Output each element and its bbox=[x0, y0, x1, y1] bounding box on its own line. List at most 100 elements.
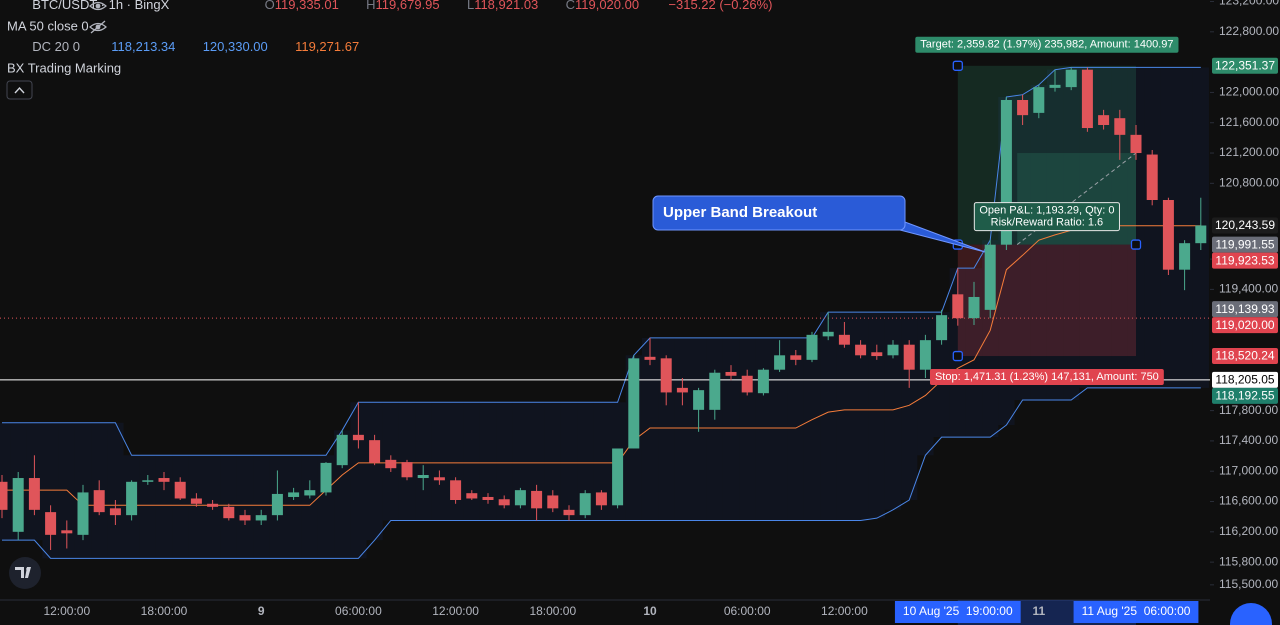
ohlc-value: 119,020.00 bbox=[575, 0, 639, 12]
channel-fill bbox=[593, 402, 610, 521]
candle-body bbox=[709, 372, 721, 410]
candle-body bbox=[417, 475, 429, 479]
legend-row: BTC/USDT · 1h · BingX O119,335.01 H119,6… bbox=[7, 0, 791, 12]
callout-text: Upper Band Breakout bbox=[663, 204, 817, 221]
y-tick-label: 116,600.00 bbox=[1219, 494, 1278, 508]
x-tick-label: 06:00:00 bbox=[335, 604, 382, 618]
pnl-text: Open P&L: 1,193.29, Qty: 0 bbox=[979, 204, 1114, 216]
price-badge-label: 122,351.37 bbox=[1215, 58, 1275, 72]
candle-body bbox=[1065, 69, 1077, 88]
x-tick-label: 12:00:00 bbox=[432, 604, 479, 618]
candle-body bbox=[1049, 84, 1061, 88]
candle-body bbox=[158, 478, 170, 482]
eye-icon[interactable] bbox=[89, 1, 107, 11]
candle-body bbox=[352, 434, 364, 441]
logo[interactable] bbox=[9, 557, 41, 589]
y-tick-label: 115,500.00 bbox=[1219, 577, 1278, 591]
callout[interactable]: Upper Band Breakout bbox=[652, 195, 986, 253]
channel-fill bbox=[803, 337, 821, 521]
ohlc-key: O bbox=[265, 0, 275, 12]
candle-body bbox=[871, 352, 883, 357]
channel-lower bbox=[2, 387, 1201, 559]
candle-body bbox=[433, 477, 445, 481]
candle-body bbox=[45, 512, 57, 535]
channel-fill bbox=[1144, 67, 1161, 388]
candle-body bbox=[693, 390, 705, 410]
callout-box bbox=[652, 195, 906, 231]
x-tick-label: 11 bbox=[1032, 604, 1045, 618]
x-tick-label: 18:00:00 bbox=[529, 604, 576, 618]
action-button[interactable] bbox=[1230, 603, 1272, 625]
price-badge bbox=[1212, 371, 1278, 388]
candle-body bbox=[887, 344, 899, 356]
y-tick-label: 117,000.00 bbox=[1219, 463, 1278, 477]
channel-fill bbox=[366, 402, 383, 541]
channel-fill bbox=[1063, 67, 1080, 400]
candle-body bbox=[595, 492, 607, 506]
price-badge-label: 120,243.59 bbox=[1215, 218, 1275, 232]
candle-body bbox=[288, 492, 300, 497]
indicator-value: 120,330.00 bbox=[203, 39, 268, 54]
y-tick-label: 122,800.00 bbox=[1219, 24, 1279, 38]
candle-body bbox=[109, 508, 121, 516]
channel-fill bbox=[301, 455, 318, 559]
channel-fill bbox=[836, 312, 853, 521]
candle-body bbox=[1195, 225, 1207, 244]
price-badge bbox=[1212, 317, 1278, 334]
candle-body bbox=[1179, 243, 1191, 270]
channel-fill bbox=[188, 455, 205, 559]
eye-off-icon[interactable] bbox=[89, 20, 107, 34]
candle-body bbox=[579, 493, 591, 516]
price-badge-label: 119,923.53 bbox=[1215, 253, 1274, 267]
channel-fill bbox=[852, 312, 869, 521]
channel-basis bbox=[2, 225, 1201, 506]
channel-fill bbox=[0, 422, 11, 541]
channel-fill bbox=[155, 455, 173, 559]
candle-body bbox=[855, 344, 867, 356]
ohlc-value: 119,679.95 bbox=[376, 0, 440, 12]
price-badge-label: 118,192.55 bbox=[1215, 389, 1274, 403]
candle-body bbox=[369, 440, 381, 463]
ohlc-value: 119,335.01 bbox=[275, 0, 339, 12]
candle-body bbox=[822, 331, 834, 337]
x-tick-label: 10 bbox=[643, 604, 657, 618]
price-badge bbox=[1212, 252, 1278, 269]
candle-body bbox=[385, 459, 397, 469]
price-badge bbox=[1212, 387, 1278, 404]
legend-row: DC 20 0 118,213.34 120,330.00 119,271.67 bbox=[7, 39, 377, 54]
channel-fill bbox=[415, 402, 432, 521]
channel-fill bbox=[722, 337, 740, 521]
candle-body bbox=[1162, 200, 1174, 270]
candle-body bbox=[531, 490, 543, 509]
channel-fill bbox=[755, 337, 772, 521]
y-tick-label: 121,200.00 bbox=[1219, 145, 1279, 159]
candle-body bbox=[77, 492, 89, 535]
candle-body bbox=[660, 358, 672, 393]
channel-fill bbox=[139, 455, 156, 559]
channel-fill bbox=[739, 337, 756, 521]
pnl-box bbox=[973, 202, 1120, 232]
x-tick-label: 11 Aug '25 06:00:00 bbox=[1082, 604, 1191, 618]
channel-fill bbox=[1014, 94, 1031, 401]
candle-body bbox=[1146, 154, 1158, 200]
ohlc-key: L bbox=[467, 0, 474, 12]
indicator-value: 119,271.67 bbox=[295, 39, 359, 54]
candle-body bbox=[401, 462, 413, 478]
x-tick-label: 18:00:00 bbox=[141, 604, 188, 618]
candle-body bbox=[498, 499, 510, 506]
collapse-button[interactable] bbox=[6, 80, 33, 100]
candle-body bbox=[774, 355, 786, 370]
candle-body bbox=[563, 509, 575, 516]
candle-body bbox=[320, 462, 332, 493]
y-tick-label: 115,800.00 bbox=[1219, 554, 1278, 568]
candle-body bbox=[1130, 134, 1142, 154]
y-tick-label: 123,200.00 bbox=[1219, 0, 1279, 8]
target-label: Target: 2,359.82 (1.97%) 235,982, Amount… bbox=[915, 36, 1179, 53]
candle-body bbox=[968, 296, 980, 319]
y-tick-label: 120,800.00 bbox=[1219, 176, 1279, 190]
stop-zone bbox=[957, 244, 1136, 357]
symbol: BTC/USDT · 1h · BingX bbox=[32, 0, 169, 12]
candle-body bbox=[271, 493, 283, 516]
